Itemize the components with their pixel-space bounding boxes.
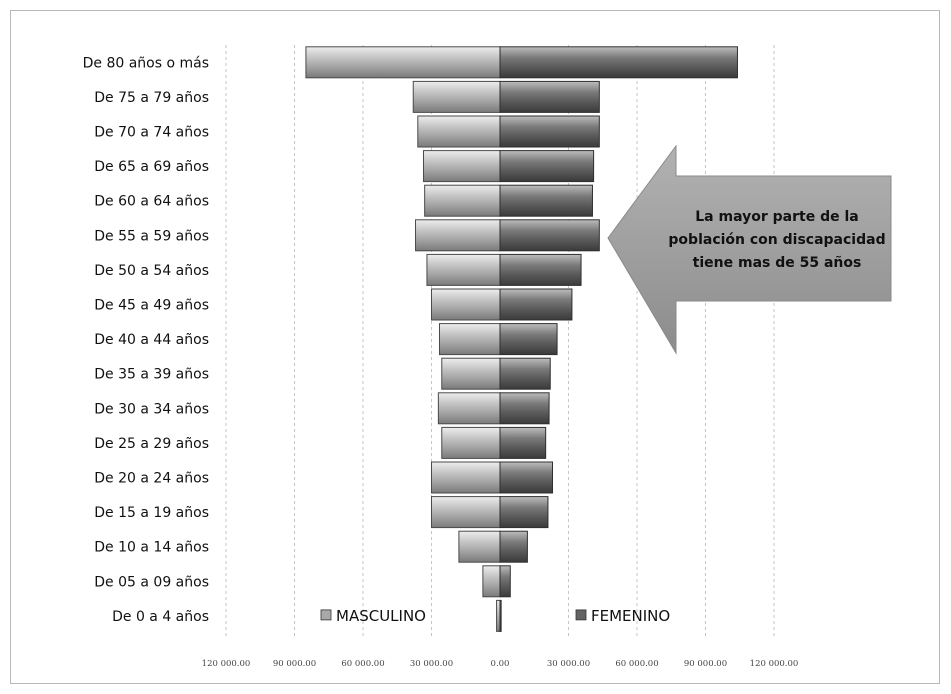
category-label: De 65 a 69 años [94,159,209,175]
legend-label: MASCULINO [336,607,426,625]
category-label: De 45 a 49 años [94,298,209,314]
x-tick-label: 30 000.00 [547,659,590,669]
bar-femenino [499,461,554,494]
legend-swatch [575,609,587,621]
category-label: De 75 a 79 años [94,90,209,106]
category-label: De 10 a 14 años [94,540,209,556]
bar-masculino [431,288,501,321]
bar-masculino [417,115,501,148]
bar-femenino [499,219,600,252]
bar-femenino [499,530,528,563]
bar-masculino [415,219,501,252]
x-tick-label: 90 000.00 [273,659,316,669]
category-label: De 30 a 34 años [94,401,209,417]
bar-femenino [499,115,600,148]
bar-femenino [499,184,593,217]
legend-swatch [320,609,332,621]
category-label: De 35 a 39 años [94,367,209,383]
category-label: De 20 a 24 años [94,471,209,487]
population-pyramid-chart: De 80 años o más De 75 a 79 años De 70 a 7… [83,45,892,669]
x-tick-label: 60 000.00 [341,659,384,669]
x-tick-label: 60 000.00 [615,659,658,669]
category-label: De 40 a 44 años [94,332,209,348]
bar-femenino [499,357,551,390]
bar-masculino [438,323,501,356]
bar-masculino [431,461,501,494]
bar-masculino [431,496,501,529]
bar-masculino [441,357,501,390]
category-label: De 05 a 09 años [94,574,209,590]
bar-masculino [437,392,501,425]
bar-femenino [499,323,558,356]
callout-text-line: población con discapacidad [668,232,885,248]
bar-femenino [499,150,595,183]
bar-femenino [499,46,738,79]
bar-masculino [496,599,501,632]
callout-text-line: La mayor parte de la [695,209,858,225]
x-tick-label: 120 000.00 [202,659,251,669]
bar-femenino [499,80,600,113]
x-tick-label: 0.00 [491,659,510,669]
category-label: De 50 a 54 años [94,263,209,279]
bar-femenino [499,426,547,459]
category-label: De 0 a 4 años [112,609,209,625]
x-tick-label: 30 000.00 [410,659,453,669]
bars [305,46,738,632]
bar-femenino [499,288,573,321]
bar-femenino [499,496,549,529]
category-label: De 60 a 64 años [94,194,209,210]
category-label: De 80 años o más [83,55,209,71]
category-label: De 70 a 74 años [94,125,209,141]
bar-masculino [412,80,501,113]
callout-text-line: tiene mas de 55 años [693,255,862,271]
bar-femenino [499,565,511,598]
bar-masculino [426,253,501,286]
chart-frame: De 80 años o más De 75 a 79 años De 70 a 7… [10,10,940,684]
bar-femenino [499,599,502,632]
callout-annotation: La mayor parte de la población con discap… [607,144,892,355]
x-tick-label: 90 000.00 [684,659,727,669]
callout-arrow [607,144,892,355]
bar-masculino [424,184,501,217]
bar-femenino [499,253,582,286]
bar-masculino [482,565,501,598]
category-label: De 15 a 19 años [94,505,209,521]
category-label: De 25 a 29 años [94,436,209,452]
legend-label: FEMENINO [591,607,670,625]
x-tick-label: 120 000.00 [750,659,799,669]
category-label: De 55 a 59 años [94,228,209,244]
x-axis-tick-labels: 120 000.00 90 000.00 60 000.00 30 000.00 0.0… [202,659,799,669]
bar-masculino [458,530,501,563]
bar-masculino [305,46,501,79]
bar-femenino [499,392,550,425]
bar-masculino [423,150,501,183]
category-labels: De 80 años o más De 75 a 79 años De 70 a 7… [83,55,209,625]
legend: MASCULINO FEMENINO [320,607,670,625]
bar-masculino [441,426,501,459]
